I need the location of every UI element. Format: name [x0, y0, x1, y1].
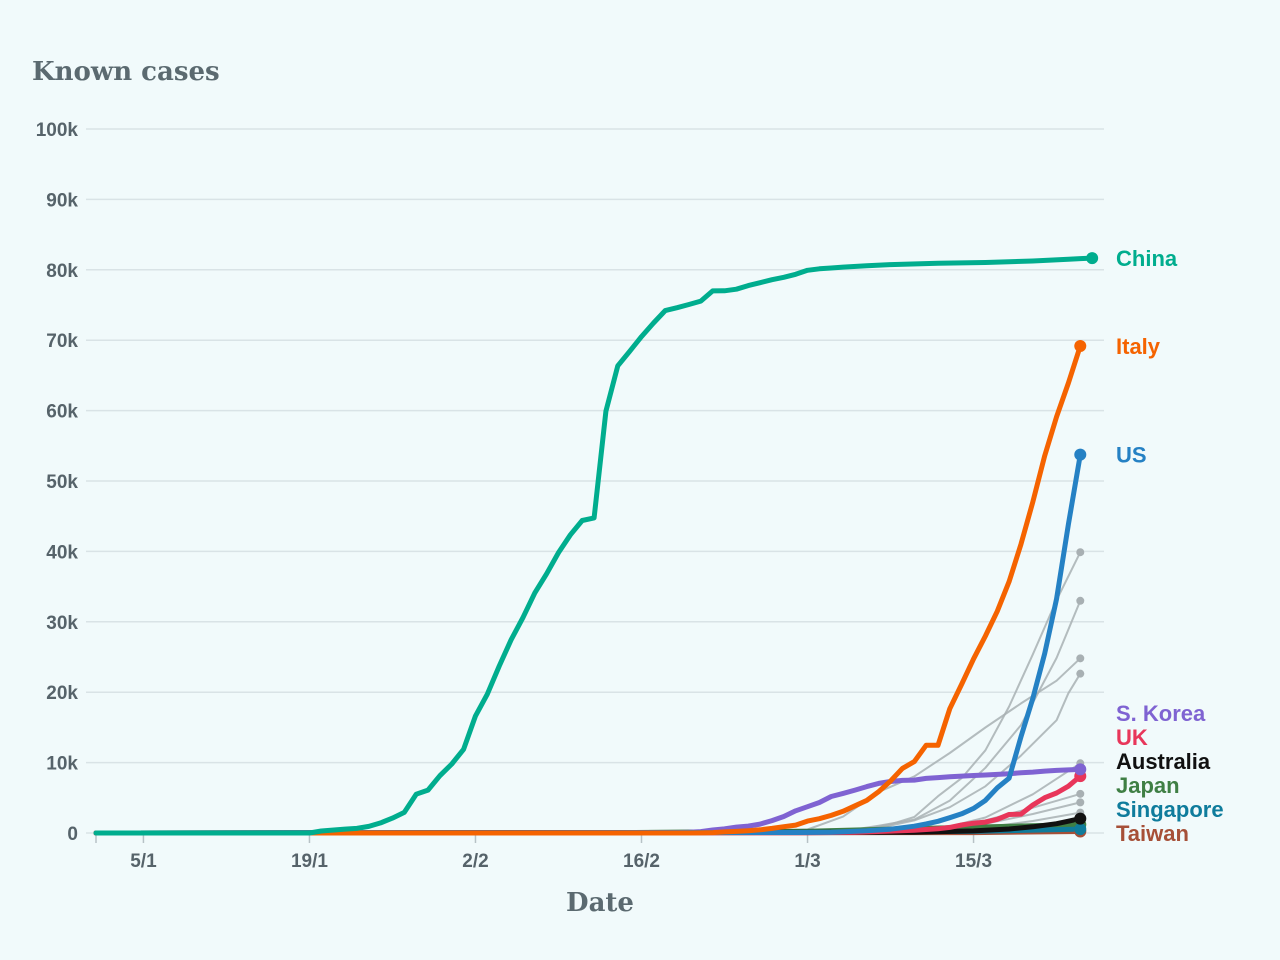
series-end-marker-other-country: [1076, 789, 1085, 798]
y-tick-label: 0: [67, 824, 78, 845]
y-tick-label: 50k: [46, 472, 78, 493]
series-end-marker-italy: [1074, 340, 1087, 353]
x-tick-label: 1/3: [794, 851, 820, 872]
x-tick-label: 16/2: [623, 851, 660, 872]
y-tick-label: 100k: [36, 120, 79, 141]
series-end-markers: [1074, 252, 1099, 838]
y-tick-label: 80k: [46, 261, 78, 282]
x-axis-title: Date: [566, 888, 634, 918]
series-line-china: [93, 255, 1095, 836]
series-end-marker-other-country: [1076, 798, 1085, 807]
y-tick-label: 60k: [46, 402, 78, 423]
series-label-italy: Italy: [1116, 334, 1161, 359]
y-tick-label: 10k: [46, 754, 78, 775]
series-label-australia: Australia: [1116, 749, 1211, 774]
series-label-s-korea: S. Korea: [1116, 701, 1206, 726]
series-label-uk: UK: [1116, 725, 1148, 750]
series-label-singapore: Singapore: [1116, 797, 1224, 822]
x-tick-label: 15/3: [955, 851, 992, 872]
series-end-marker-s-korea: [1074, 763, 1087, 776]
y-tick-label: 30k: [46, 613, 78, 634]
series-end-marker-china: [1086, 252, 1099, 265]
series-line-italy: [93, 343, 1083, 836]
y-axis-title: Known cases: [32, 57, 220, 87]
series-end-marker-australia: [1074, 812, 1087, 825]
series-line-us: [93, 452, 1083, 836]
series-end-marker-other-country: [1076, 654, 1085, 663]
series-end-marker-other-country: [1076, 548, 1085, 557]
x-tick-label: 2/2: [462, 851, 488, 872]
y-tick-labels: 0 10k 20k 30k 40k 50k 60k 70k 80k 90k 100k: [36, 120, 79, 845]
y-tick-label: 20k: [46, 683, 78, 704]
series-labels: China Italy US S. KoreaUKAustraliaJapanSing…: [1116, 246, 1224, 846]
series-label-japan: Japan: [1116, 773, 1180, 798]
series-end-marker-us: [1074, 448, 1087, 461]
y-tick-label: 70k: [46, 331, 78, 352]
series-label-taiwan: Taiwan: [1116, 821, 1189, 846]
x-tick-label: 5/1: [130, 851, 157, 872]
series-end-marker-other-country: [1076, 669, 1085, 678]
series-end-marker-singapore: [1074, 823, 1087, 836]
y-tick-label: 90k: [46, 190, 78, 211]
y-tick-label: 40k: [46, 542, 78, 563]
x-tick-label: 19/1: [291, 851, 328, 872]
grid-lines: [86, 128, 1104, 843]
series-label-us: US: [1116, 443, 1147, 468]
series-end-marker-other-country: [1076, 596, 1085, 605]
series-label-china: China: [1116, 246, 1178, 271]
series-lines: [93, 255, 1095, 836]
x-tick-labels: 5/1 19/1 2/2 16/2 1/3 15/3: [130, 851, 992, 872]
series-line-other-country: [95, 599, 1082, 834]
